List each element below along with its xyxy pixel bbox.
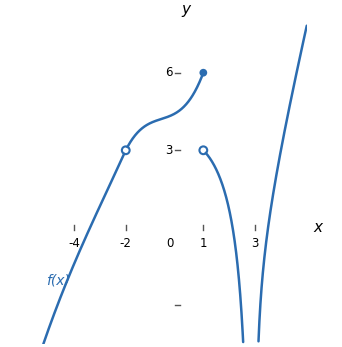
Text: -4: -4 — [68, 237, 80, 250]
Text: f(x): f(x) — [45, 274, 69, 288]
Text: -2: -2 — [120, 237, 132, 250]
Text: 3: 3 — [165, 144, 172, 157]
Text: y: y — [181, 2, 190, 17]
Circle shape — [199, 69, 207, 77]
Text: 1: 1 — [200, 237, 207, 250]
Text: 3: 3 — [251, 237, 259, 250]
Text: 0: 0 — [166, 237, 174, 250]
Circle shape — [201, 147, 206, 153]
Text: 6: 6 — [165, 66, 172, 79]
Text: x: x — [313, 220, 322, 235]
Circle shape — [123, 147, 129, 153]
